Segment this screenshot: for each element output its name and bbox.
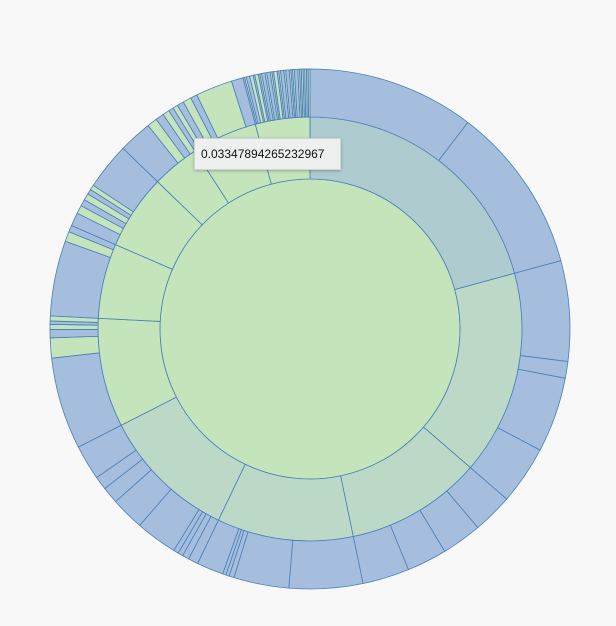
sunburst-level2-arc[interactable]	[49, 328, 99, 339]
sunburst-level2-arc[interactable]	[514, 260, 571, 363]
sunburst-root-arc[interactable]	[159, 178, 461, 480]
tooltip-text: 0.03347894265232967	[201, 147, 325, 161]
value-tooltip: 0.03347894265232967	[194, 138, 341, 170]
sunburst-level2-arc[interactable]	[307, 68, 311, 118]
sunburst-level2-arc[interactable]	[288, 536, 364, 590]
